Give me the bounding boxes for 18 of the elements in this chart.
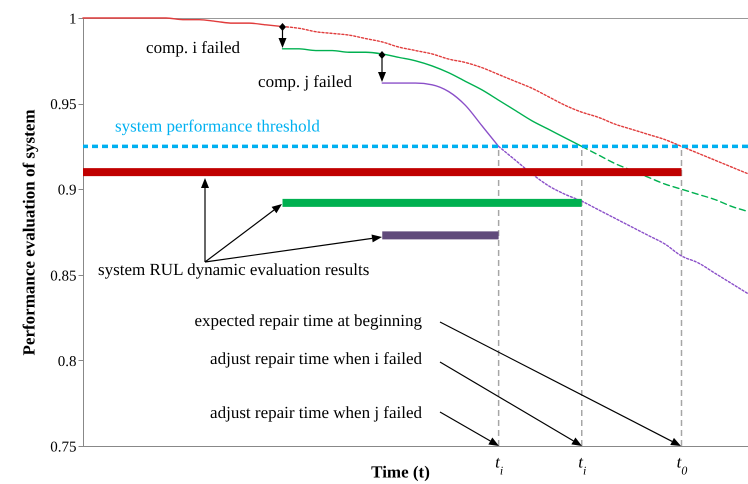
x-tick-label: t$_{i}$ <box>578 452 586 478</box>
x-axis-title: Time (t) <box>371 462 430 482</box>
x-tick-label: t$_{i}$ <box>495 452 504 478</box>
y-tick-label: 0.9 <box>58 182 76 199</box>
annotation: comp. i failed <box>146 38 240 57</box>
x-tick-label: t$_{0}$ <box>676 452 688 478</box>
y-tick-label: 0.85 <box>50 268 76 284</box>
annotation: system RUL dynamic evaluation results <box>98 260 370 279</box>
annotation: comp. j failed <box>258 72 352 91</box>
y-tick-label: 0.75 <box>50 440 76 456</box>
annotation: expected repair time at beginning <box>194 311 422 330</box>
ref-line-label: system performance threshold <box>115 116 320 136</box>
y-tick-label: 0.8 <box>58 354 76 370</box>
y-tick-label: 0.95 <box>50 97 76 114</box>
y-tick-label: 1 <box>69 12 76 28</box>
annotation: adjust repair time when i failed <box>210 349 422 368</box>
annotation: adjust repair time when j failed <box>210 403 422 422</box>
y-axis-title: Performance evaluation of system <box>19 110 38 356</box>
